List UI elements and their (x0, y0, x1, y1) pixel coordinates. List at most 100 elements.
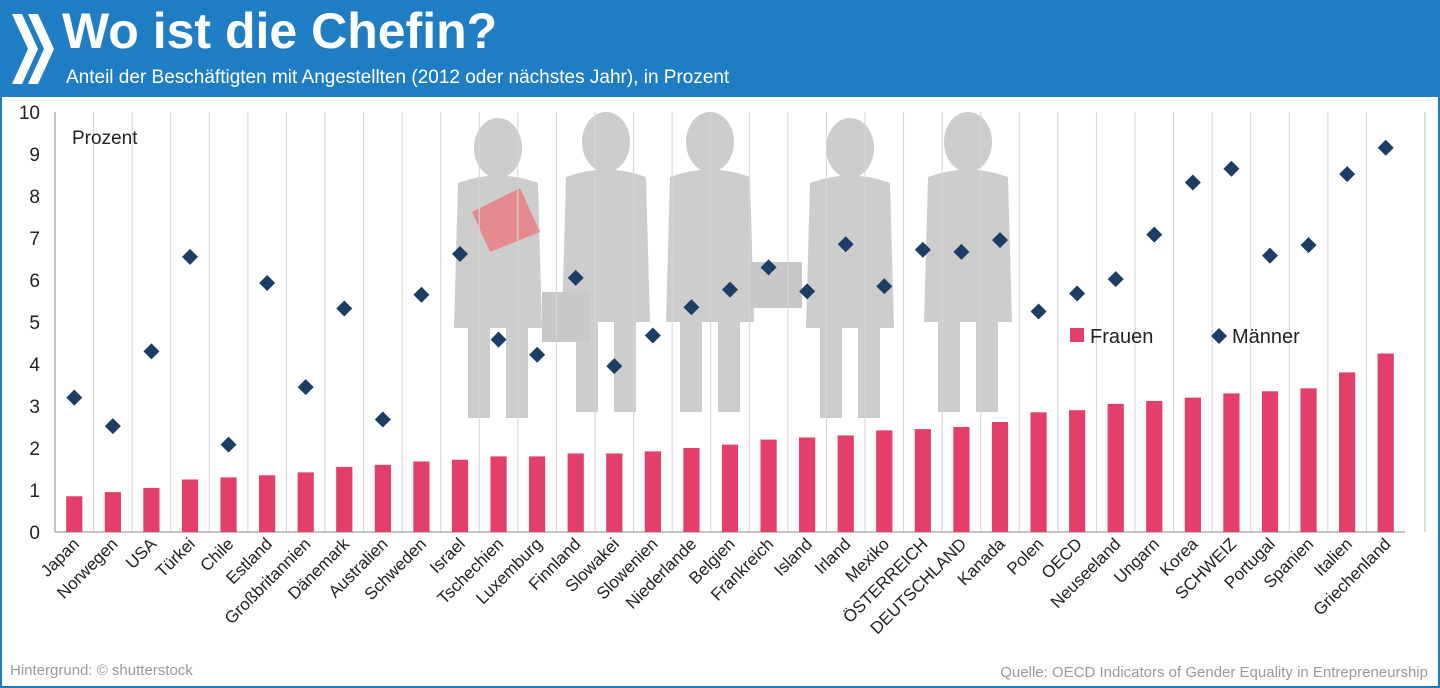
bar-frauen (143, 487, 160, 532)
marker-maenner (374, 411, 391, 428)
bar-frauen (606, 453, 623, 532)
marker-maenner (722, 281, 738, 298)
bars-frauen (66, 353, 1394, 532)
y-tick-label: 7 (29, 229, 40, 250)
bar-frauen (1339, 372, 1356, 532)
bar-frauen (1184, 397, 1201, 532)
x-tick-label: Türkei (152, 534, 199, 581)
marker-maenner (953, 243, 970, 260)
legend-frauen-swatch (1070, 328, 1084, 342)
marker-maenner (914, 241, 931, 258)
marker-maenner (1184, 174, 1201, 191)
bar-frauen (1069, 410, 1086, 532)
background-silhouettes (454, 112, 1012, 418)
bar-frauen (760, 439, 777, 532)
y-tick-label: 8 (29, 187, 40, 208)
marker-maenner (490, 331, 507, 348)
marker-maenner (452, 245, 468, 262)
bar-frauen (413, 461, 430, 532)
bar-frauen (953, 427, 970, 532)
bar-frauen (1300, 388, 1317, 532)
marker-maenner (606, 358, 623, 375)
bar-frauen (336, 466, 353, 532)
marker-maenner (1377, 139, 1394, 156)
bar-frauen (1261, 391, 1279, 532)
marker-maenner (66, 389, 83, 406)
bar-frauen (181, 479, 199, 532)
marker-maenner (837, 236, 854, 253)
marker-maenner (143, 343, 160, 360)
marker-maenner (683, 299, 700, 316)
marker-maenner (104, 418, 121, 435)
marker-maenner (259, 274, 276, 291)
marker-maenner (992, 232, 1008, 249)
bar-frauen (1107, 403, 1124, 532)
silhouette-figure (454, 118, 542, 418)
bar-frauen (799, 437, 816, 532)
background-credit: Hintergrund: © shutterstock (10, 662, 193, 679)
marker-maenner (644, 327, 661, 344)
silhouette-figure (924, 112, 1012, 412)
marker-maenner (297, 379, 314, 396)
chart-grid (93, 112, 1367, 532)
bar-frauen (1377, 353, 1394, 532)
chart-frame (0, 95, 1440, 688)
bar-frauen (644, 451, 661, 532)
folder-silhouette (472, 188, 540, 252)
y-axis-label: Prozent (72, 128, 138, 149)
bar-frauen (914, 429, 931, 532)
y-tick-label: 10 (19, 103, 40, 124)
bar-frauen (1146, 400, 1163, 532)
marker-maenner (1262, 247, 1278, 264)
marker-maenner (1146, 226, 1163, 243)
bar-frauen (529, 456, 546, 532)
bar-frauen (297, 472, 314, 532)
chevron-logo-icon (12, 14, 54, 84)
marker-maenner (799, 283, 816, 300)
x-tick-label: Island (770, 534, 816, 580)
bar-frauen (104, 492, 121, 532)
y-tick-labels: 0 1 2 3 4 5 6 7 8 9 10 (19, 103, 41, 544)
legend: Frauen Männer (1070, 326, 1300, 348)
silhouette-figure (806, 118, 894, 418)
header-banner: Wo ist die Chefin? Anteil der Beschäftig… (0, 0, 1440, 95)
source-note: Quelle: OECD Indicators of Gender Equali… (1000, 664, 1428, 681)
marker-maenner (760, 259, 777, 276)
marker-maenner (1030, 303, 1047, 320)
y-tick-label: 2 (29, 439, 40, 460)
silhouette-figure (666, 112, 754, 412)
y-tick-label: 1 (29, 481, 40, 502)
bar-frauen (991, 421, 1009, 532)
page-subtitle: Anteil der Beschäftigten mit Angestellte… (66, 67, 730, 88)
marker-maenner (220, 436, 237, 453)
marker-maenner (529, 346, 546, 363)
bar-frauen (374, 464, 391, 532)
bar-frauen (490, 456, 507, 532)
bar-frauen (1030, 412, 1047, 532)
bar-frauen (721, 444, 739, 532)
markers-maenner (66, 139, 1394, 453)
marker-maenner (413, 286, 430, 303)
bar-frauen (567, 453, 584, 532)
bar-frauen (876, 430, 893, 532)
legend-maenner-marker (1211, 328, 1227, 344)
marker-maenner (182, 248, 198, 265)
page-title: Wo ist die Chefin? (62, 3, 498, 59)
silhouette-figure (562, 112, 650, 412)
bar-frauen (837, 435, 854, 532)
marker-maenner (876, 278, 893, 295)
marker-maenner (1339, 166, 1356, 183)
marker-maenner (567, 269, 584, 286)
y-tick-label: 3 (29, 397, 40, 418)
briefcase-silhouette (748, 262, 802, 308)
marker-maenner (1107, 271, 1124, 288)
marker-maenner (1223, 160, 1240, 177)
marker-maenner (336, 300, 353, 317)
bar-frauen (451, 459, 469, 532)
bar-frauen (259, 475, 276, 532)
bar-frauen (66, 496, 83, 532)
y-tick-label: 5 (29, 313, 40, 334)
